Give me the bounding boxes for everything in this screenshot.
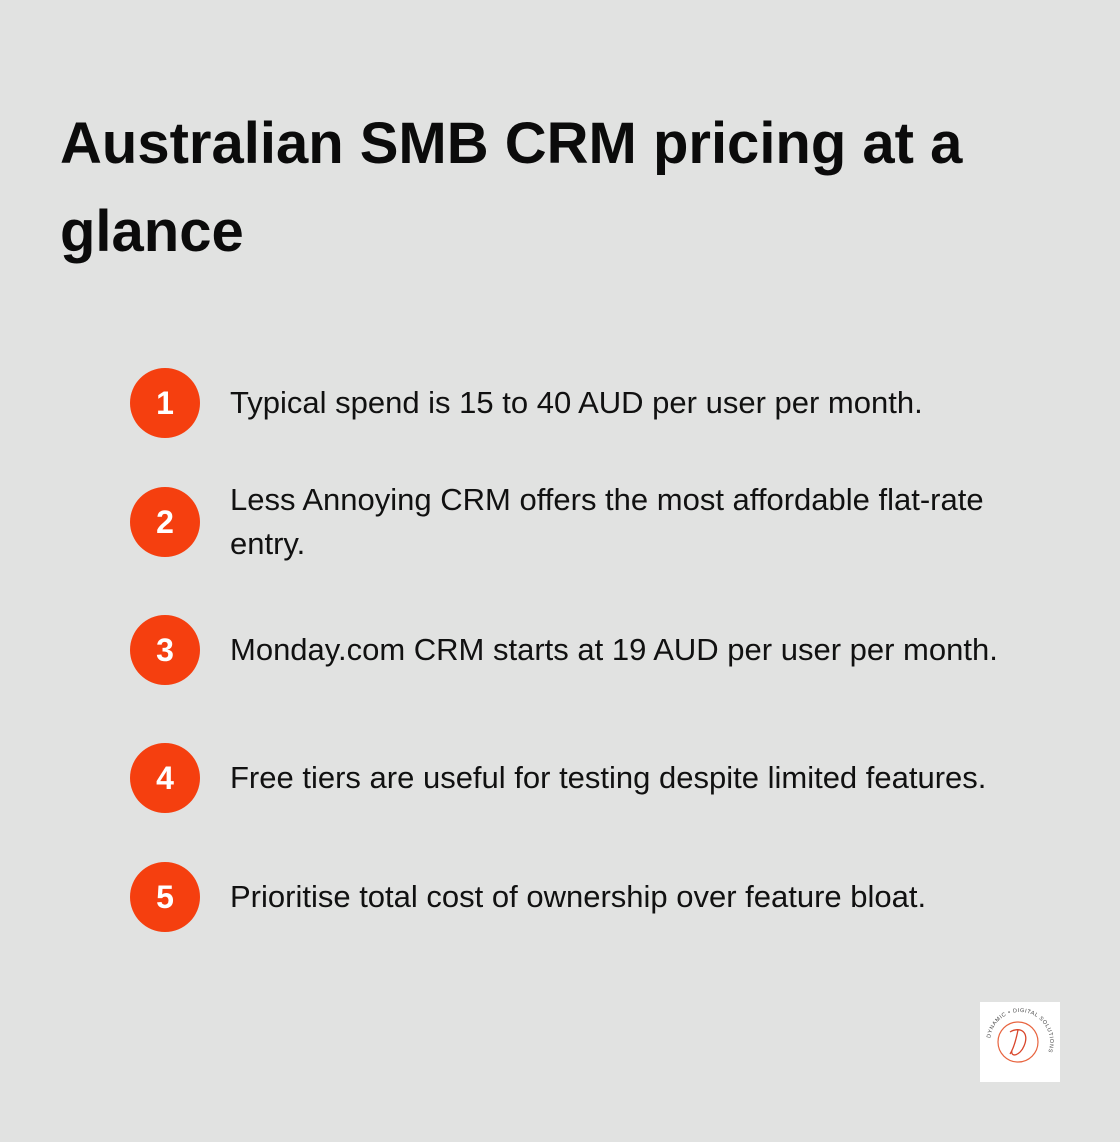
list-item: 2 Less Annoying CRM offers the most affor… [130,478,1060,566]
item-text: Free tiers are useful for testing despit… [230,760,987,795]
logo-text: DYNAMIC • DIGITAL SOLUTIONS [986,1008,1054,1054]
item-number: 5 [130,862,200,932]
list-item: 5 Prioritise total cost of ownership over… [130,862,1060,932]
item-text: Monday.com CRM starts at 19 AUD per user… [230,632,998,667]
list-item: 1 Typical spend is 15 to 40 AUD per user … [130,368,1060,438]
logo-letter [1009,1029,1027,1056]
logo-circle [997,1021,1039,1063]
item-text: Less Annoying CRM offers the most afford… [230,482,984,561]
item-text: Prioritise total cost of ownership over … [230,879,927,914]
logo: DYNAMIC • DIGITAL SOLUTIONS [980,1002,1060,1082]
item-number: 4 [130,743,200,813]
logo-text-path: DYNAMIC • DIGITAL SOLUTIONS [986,1008,1053,1054]
item-number: 1 [130,368,200,438]
item-number: 3 [130,615,200,685]
item-text: Typical spend is 15 to 40 AUD per user p… [230,385,923,420]
item-number: 2 [130,487,200,557]
title: Australian SMB CRM pricing at a glance [60,111,963,264]
list-item: 3 Monday.com CRM starts at 19 AUD per use… [130,615,1060,685]
list-item: 4 Free tiers are useful for testing despi… [130,743,1060,813]
